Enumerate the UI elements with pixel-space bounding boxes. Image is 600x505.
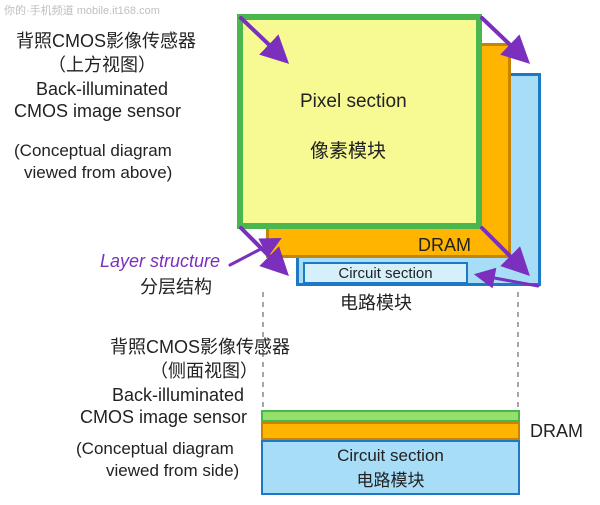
side-sub-en-2: viewed from side) — [106, 460, 239, 481]
side-circuit-layer: Circuit section 电路模块 — [261, 440, 520, 495]
side-dram-label: DRAM — [530, 420, 583, 443]
side-dram-layer — [261, 422, 520, 440]
side-pixel-layer — [261, 410, 520, 422]
side-title-cn-2: （侧面视图） — [150, 360, 258, 383]
side-circuit-label-cn: 电路模块 — [263, 466, 518, 491]
side-sub-en-1: (Conceptual diagram — [76, 438, 234, 459]
side-circuit-label-en: Circuit section — [263, 446, 518, 466]
side-title-cn-1: 背照CMOS影像传感器 — [110, 336, 290, 359]
side-title-en-2: CMOS image sensor — [80, 406, 247, 429]
side-title-en-1: Back-illuminated — [112, 384, 244, 407]
